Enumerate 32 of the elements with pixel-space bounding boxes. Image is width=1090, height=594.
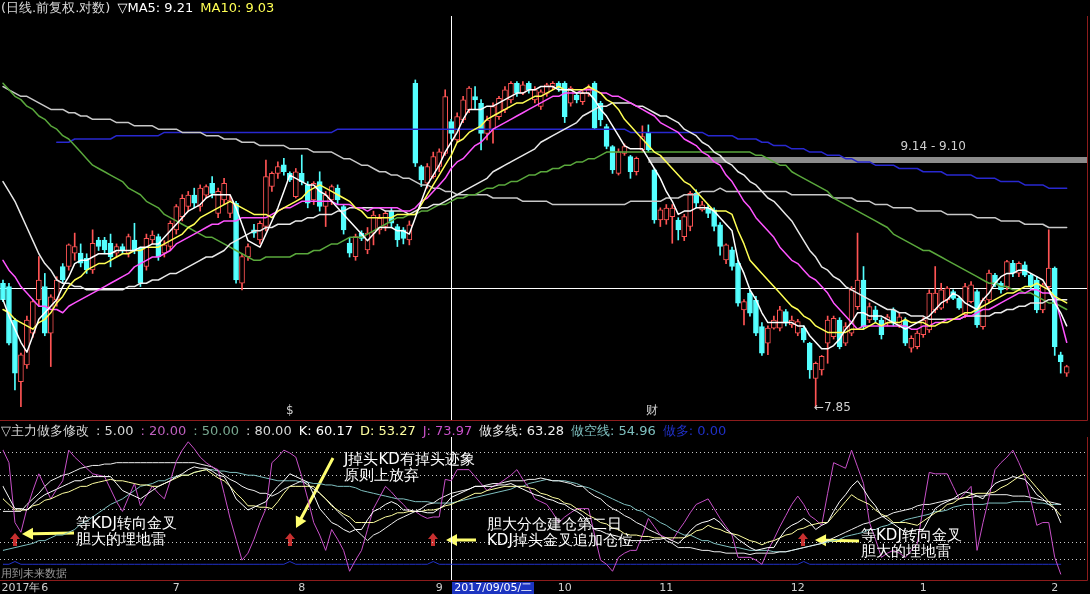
text: J: 73.97 — [422, 423, 473, 438]
annotation: 等KDJ转向金叉胆大的埋地雷 — [76, 514, 178, 548]
x-tick-label: 8 — [298, 581, 306, 594]
chart-title: (日线.前复权.对数) — [1, 0, 111, 15]
text: : 5.00 — [96, 423, 134, 438]
x-tick-label: 6 — [41, 581, 49, 594]
x-tick-label: 2 — [1051, 581, 1059, 594]
annotation: 财 — [646, 403, 658, 417]
text: 做多: 0.00 — [662, 423, 727, 438]
text: : 50.00 — [193, 423, 239, 438]
text: 做多线: 63.28 — [479, 423, 564, 438]
chart-title: ▽主力做多修改 — [1, 423, 89, 438]
text: MA10: 9.03 — [200, 0, 275, 15]
text: : 80.00 — [245, 423, 292, 438]
x-tick-label: 9 — [435, 581, 443, 594]
annotation: ←7.85 — [814, 400, 851, 414]
x-tick-label: 2017年 — [1, 581, 41, 594]
x-tick-label: 7 — [172, 581, 180, 594]
x-tick-label: 1 — [919, 581, 927, 594]
band-label: 9.14 - 9.10 — [900, 139, 966, 153]
text: K: 60.17 — [298, 423, 353, 438]
x-tick-label: 10 — [557, 581, 572, 594]
text: ▽MA5: 9.21 — [117, 0, 194, 15]
x-tick-label: 12 — [790, 581, 805, 594]
annotation: 用到未来数据 — [1, 567, 67, 580]
text: : 20.00 — [140, 423, 187, 438]
text: D: 53.27 — [359, 423, 416, 438]
text: 做空线: 54.96 — [570, 423, 656, 438]
x-tick-label: 11 — [659, 581, 674, 594]
annotation: $ — [286, 403, 294, 417]
annotation: 等KDJ转向金叉胆大的埋地雷 — [861, 526, 963, 560]
annotation: 2017/09/05/二 — [452, 581, 535, 594]
